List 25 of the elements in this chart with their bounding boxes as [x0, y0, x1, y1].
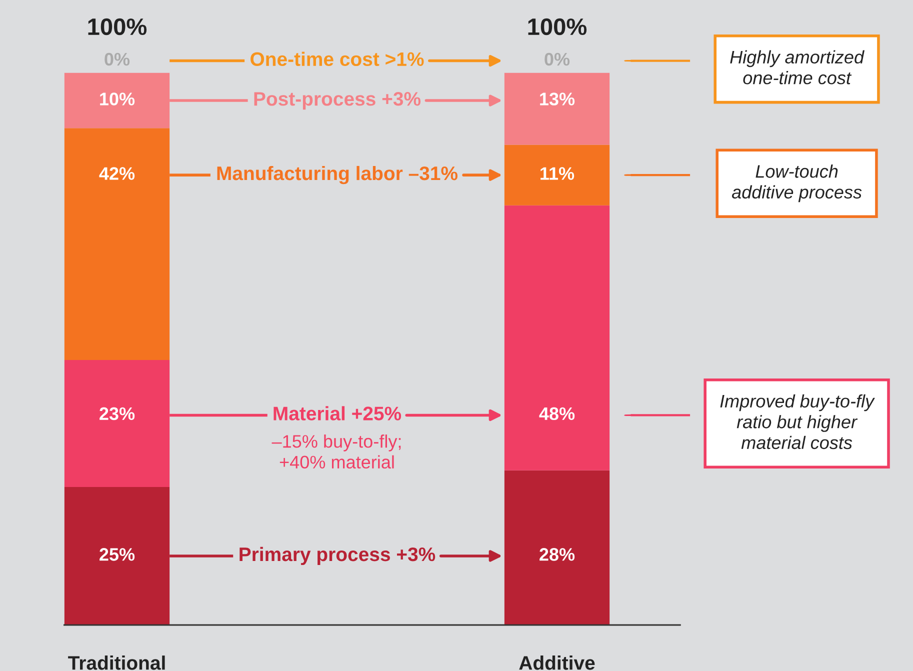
data-label: 10% — [100, 92, 135, 106]
bar — [504, 470, 610, 625]
data-label: 23% — [100, 407, 135, 420]
legend-label: Primary process +3% — [240, 546, 436, 566]
text: Highly amortized one-time cost — [730, 50, 865, 84]
total-label: 100% — [88, 18, 147, 36]
text: Improved buy-to-fly ratio but higher material costs — [720, 394, 875, 450]
data-label: 48% — [539, 407, 575, 420]
annotation: –15% buy-to-fly; +40% material — [272, 434, 401, 469]
x-tick-label: Traditional — [68, 656, 165, 670]
bar — [504, 205, 610, 470]
data-label: 11% — [540, 167, 574, 180]
bar — [504, 144, 610, 206]
data-label: 28% — [540, 548, 575, 561]
total-label: 100% — [528, 18, 587, 36]
data-label: 25% — [100, 548, 135, 561]
bar — [504, 72, 610, 145]
data-label: 13% — [540, 92, 575, 106]
x-tick-label: Additive — [519, 656, 595, 670]
legend-label: Material +25% — [274, 406, 402, 420]
legend-label: One-time cost >1% — [250, 52, 424, 66]
data-label: 42% — [99, 167, 135, 180]
legend-label: Manufacturing labor –31% — [217, 166, 458, 184]
legend-label: Post-process +3% — [254, 92, 421, 110]
text: Low-touch additive process — [732, 164, 862, 202]
